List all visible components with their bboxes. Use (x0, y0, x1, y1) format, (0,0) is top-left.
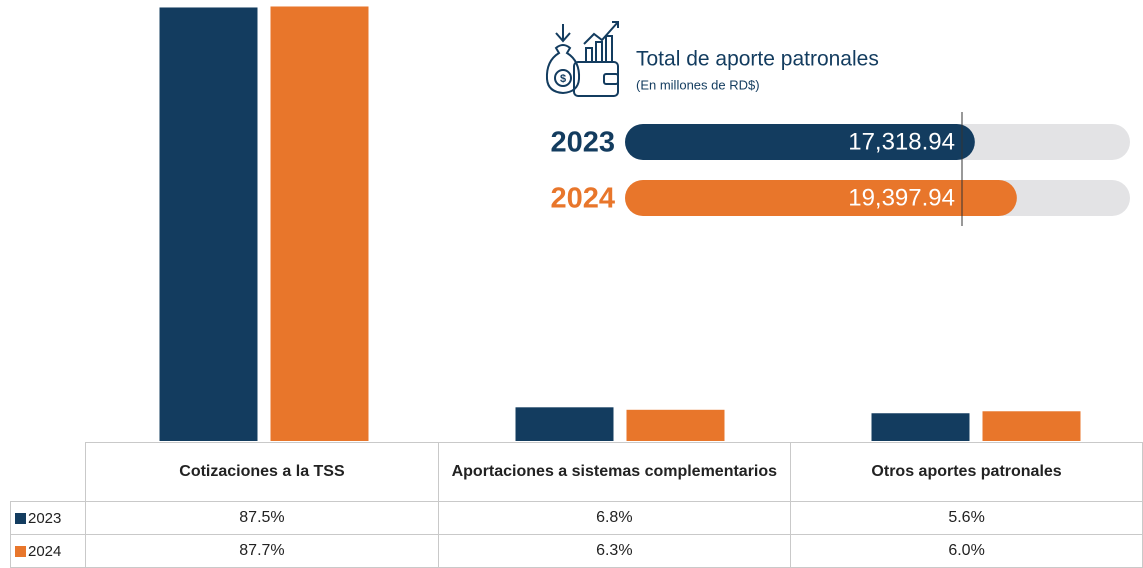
value-label: 87.7% (85, 534, 439, 568)
value-label: 5.6% (790, 501, 1143, 535)
blank-cell (10, 442, 87, 502)
value-label: 6.8% (437, 501, 792, 535)
bar (270, 6, 369, 442)
value-label: 87.5% (85, 501, 439, 535)
legend-entry: 2024 (9, 534, 87, 568)
value-label: 17,318.94 (848, 128, 955, 155)
category-label: 2024 (550, 183, 615, 215)
legend-swatch (15, 545, 26, 557)
legend-label: 2023 (28, 509, 62, 527)
svg-text:$: $ (560, 73, 566, 85)
category-label: Aportaciones a sistemas complementarios (437, 442, 792, 502)
bar (871, 413, 970, 441)
money-icon: $ (545, 21, 619, 97)
value-label: 6.3% (437, 534, 792, 568)
bar (515, 407, 614, 441)
bar (625, 180, 1017, 216)
legend-label: 2024 (28, 542, 62, 560)
category-label: 2023 (550, 127, 615, 159)
category-label: Cotizaciones a la TSS (85, 442, 439, 502)
data-table: Cotizaciones a la TSS Aportaciones a sist… (9, 442, 1143, 568)
data-row: 2023 87.5% 6.8% 5.6% (9, 501, 1143, 535)
bar (982, 411, 1081, 441)
value-label: 19,397.94 (848, 184, 955, 211)
bar (159, 7, 258, 442)
inset-subtitle: (En millones de RD$) (636, 77, 760, 92)
inset-title: Total de aporte patronales (636, 48, 879, 71)
legend-swatch (15, 512, 26, 524)
header-row: Cotizaciones a la TSS Aportaciones a sist… (10, 442, 1143, 502)
data-row: 2024 87.7% 6.3% 6.0% (9, 534, 1143, 568)
bar (625, 124, 975, 160)
bar (626, 409, 725, 441)
value-label: 6.0% (790, 534, 1143, 568)
category-label: Otros aportes patronales (790, 442, 1143, 502)
legend-entry: 2023 (9, 501, 87, 535)
